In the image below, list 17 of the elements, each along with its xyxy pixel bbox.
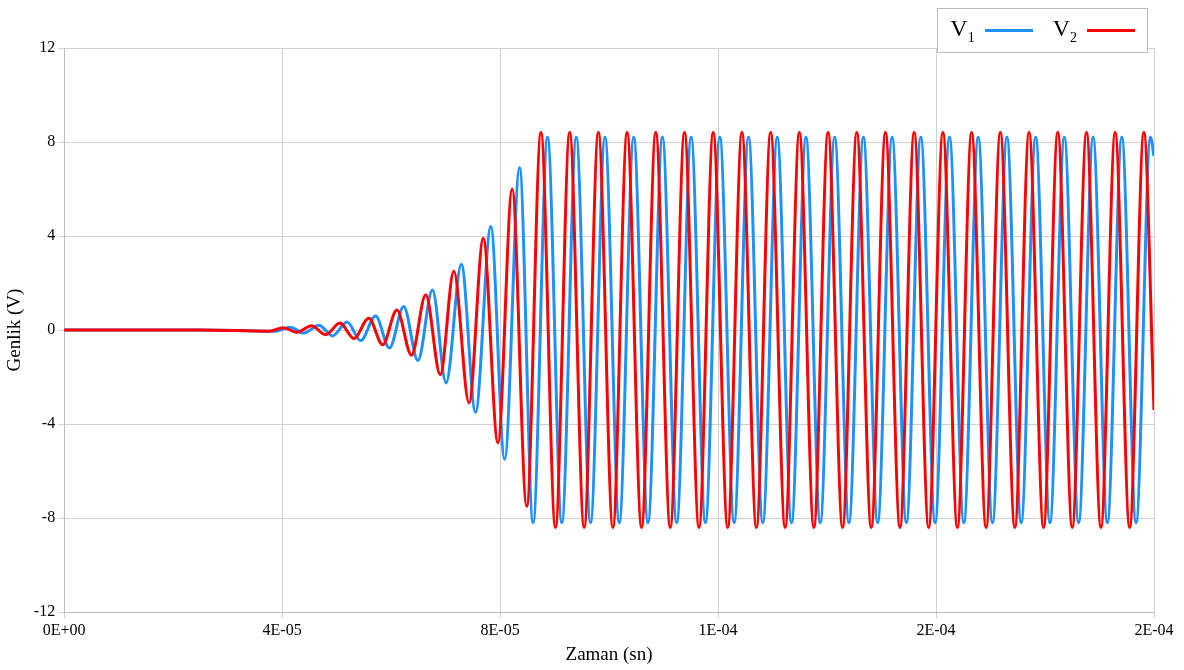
y-tick-label: 8 [47,132,56,150]
legend-label: V$_{1}$ [950,15,975,46]
x-tick-label: 2E-04 [916,620,956,638]
y-tick-label: -12 [33,602,56,620]
y-axis-title: Genlik (V) [3,288,26,372]
x-axis-title: Zaman (sn) [565,642,653,665]
x-tick-label: 2E-04 [1134,620,1174,638]
y-tick-label: -8 [41,508,56,526]
x-tick-label: 8E-05 [480,620,520,638]
x-tick-label: 4E-05 [262,620,302,638]
y-tick-label: 0 [47,320,56,338]
legend-label: V$_{2}$ [1052,15,1077,46]
y-tick-label: 12 [39,38,56,56]
x-tick-label: 0E+00 [42,620,86,638]
x-tick-label: 1E-04 [698,620,738,638]
y-tick-label: -4 [41,414,56,432]
y-tick-label: 4 [47,226,56,244]
